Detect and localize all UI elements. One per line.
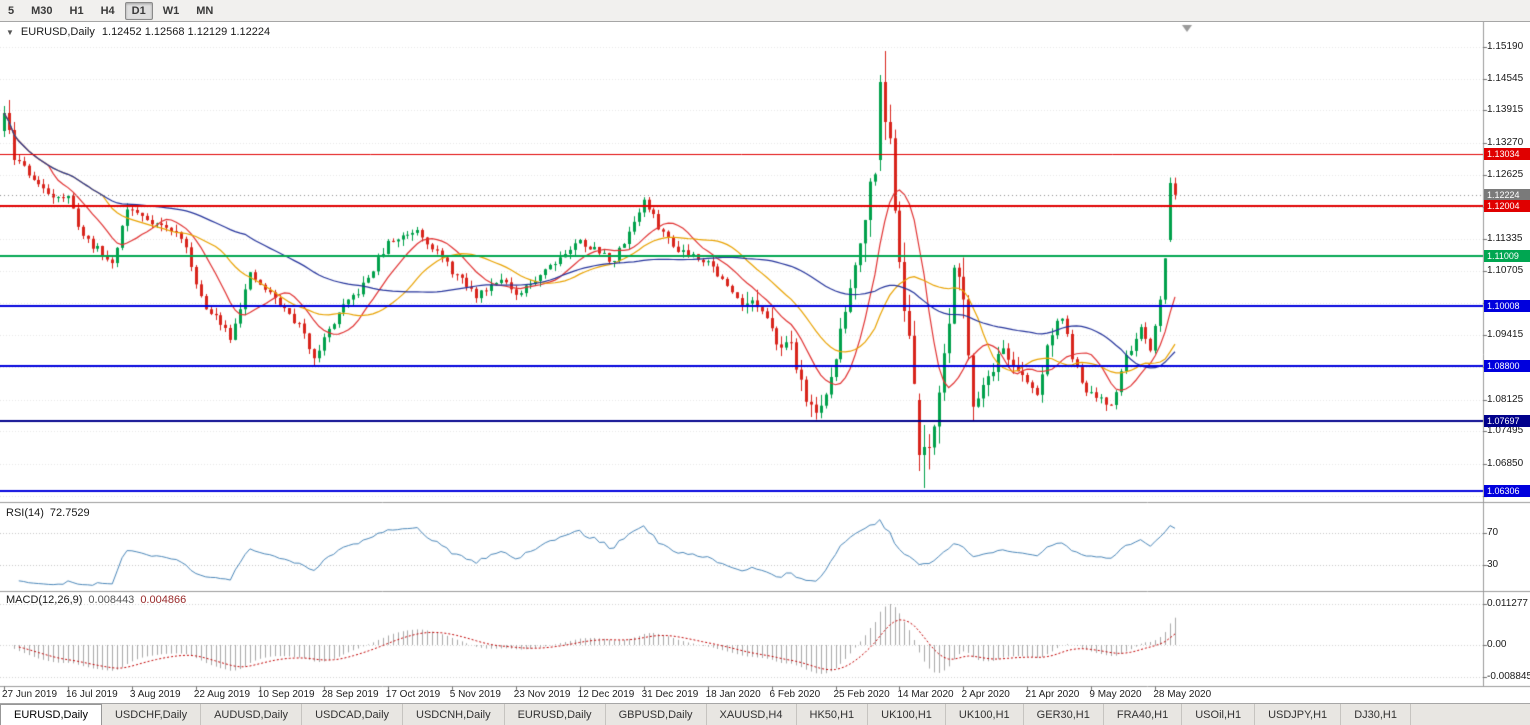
price-line-tag: 1.08800 [1484,360,1530,372]
rsi-indicator-label: RSI(14) 72.7529 [6,507,90,519]
time-axis-label: 22 Aug 2019 [193,689,251,700]
macd-axis-label: 0.00 [1487,639,1507,650]
price-line-tag: 1.07697 [1484,415,1530,428]
chart-tab-fra40-h1[interactable]: FRA40,H1 [1103,704,1183,725]
timeframe-button-d1[interactable]: D1 [124,1,153,20]
time-axis-label: 25 Feb 2020 [833,689,890,700]
price-axis-label: 1.12625 [1487,168,1524,180]
time-axis-label: 28 May 2020 [1153,689,1212,700]
chart-ohlc-values: 1.12452 1.12568 1.12129 1.12224 [101,26,271,38]
chart-canvas[interactable] [0,22,1530,703]
timeframe-button-5[interactable]: 5 [8,4,15,17]
time-axis-label: 23 Nov 2019 [513,689,571,700]
chart-window: ▼ EURUSD,Daily 1.12452 1.12568 1.12129 1… [0,22,1530,703]
time-axis-label: 3 Aug 2019 [129,689,181,700]
price-line-tag: 1.13034 [1484,148,1530,161]
price-line-tag: 1.12004 [1484,199,1530,212]
chart-menu-icon[interactable]: ▼ [6,27,14,37]
time-axis-label: 2 Apr 2020 [961,689,1010,700]
price-axis-label: 1.15190 [1487,40,1524,52]
macd-main-value: 0.008443 [88,594,135,606]
price-line-tag: 1.06306 [1484,484,1530,497]
time-axis-label: 21 Apr 2020 [1025,689,1080,700]
price-line-tag: 1.10008 [1484,299,1530,312]
chart-tab-audusd-daily[interactable]: AUDUSD,Daily [201,704,303,725]
price-axis-label: 1.10705 [1487,264,1524,276]
rsi-axis-label: 70 [1487,527,1499,538]
price-axis-label: 1.08125 [1487,393,1524,405]
macd-axis-label: 0.011277 [1487,597,1528,609]
price-axis-label: 1.13270 [1487,136,1524,148]
time-axis-label: 16 Jul 2019 [65,689,118,700]
price-line-tag: 1.12224 [1484,188,1530,201]
price-axis-label: 1.11335 [1487,233,1523,245]
time-axis-label: 31 Dec 2019 [641,689,699,700]
chart-tab-bar: EURUSD,Daily USDCHF,Daily AUDUSD,Daily USDC… [0,703,1530,725]
price-axis-label: 1.07495 [1487,425,1524,437]
time-axis-label: 6 Feb 2020 [769,689,821,700]
time-axis-label: 14 Mar 2020 [897,689,954,700]
chart-tab-ger30-h1[interactable]: GER30,H1 [1023,704,1104,725]
price-axis-label: 1.13915 [1487,104,1524,116]
chart-tab-gbpusd-daily[interactable]: GBPUSD,Daily [605,704,707,725]
time-axis-label: 10 Sep 2019 [257,689,315,700]
chart-tab-usoil-h1[interactable]: USOil,H1 [1182,704,1256,725]
time-axis-label: 12 Dec 2019 [577,689,635,700]
time-axis-label: 18 Jan 2020 [705,689,761,700]
chart-tab-usdcad-daily[interactable]: USDCAD,Daily [302,704,404,725]
timeframe-button-m30[interactable]: M30 [31,4,53,17]
chart-tab-hk50-h1[interactable]: HK50,H1 [796,704,869,725]
chart-title: ▼ EURUSD,Daily 1.12452 1.12568 1.12129 1… [6,26,270,38]
timeframe-toolbar: 5 M30 H1 H4 D1 W1 MN [0,0,1530,22]
rsi-title: RSI(14) [6,507,44,519]
chart-tab-usdchf-daily[interactable]: USDCHF,Daily [101,704,202,725]
price-axis-label: 1.06850 [1487,457,1524,469]
macd-axis-label: -0.008845 [1487,671,1530,683]
chart-tab-uk100-h1[interactable]: UK100,H1 [945,704,1024,725]
timeframe-button-h4[interactable]: H4 [100,4,115,17]
chart-tab-xauusd-h4[interactable]: XAUUSD,H4 [706,704,797,725]
macd-signal-value: 0.004866 [140,594,187,606]
chart-tab-eurusd-daily[interactable]: EURUSD,Daily [504,704,606,725]
time-axis-label: 9 May 2020 [1089,689,1142,700]
timeframe-button-mn[interactable]: MN [196,4,214,17]
time-axis-label: 5 Nov 2019 [449,689,501,700]
time-axis-label: 17 Oct 2019 [385,689,441,700]
price-axis-label: 1.14545 [1487,72,1524,84]
chart-tab-usdcnh-daily[interactable]: USDCNH,Daily [403,704,505,725]
timeframe-button-h1[interactable]: H1 [69,4,84,17]
rsi-value: 72.7529 [49,507,90,519]
time-axis-label: 28 Sep 2019 [321,689,379,700]
price-line-tag: 1.11009 [1484,249,1530,262]
macd-indicator-label: MACD(12,26,9) 0.008443 0.004866 [6,594,186,606]
chart-tab-dj30-h1[interactable]: DJ30,H1 [1341,704,1411,725]
rsi-axis-label: 30 [1487,559,1499,570]
chart-tab-uk100-h1[interactable]: UK100,H1 [868,704,946,725]
chart-tab-eurusd-daily[interactable]: EURUSD,Daily [0,704,102,725]
chart-symbol-label: EURUSD,Daily [20,26,95,38]
timeframe-button-w1[interactable]: W1 [162,4,180,17]
time-axis-label: 27 Jun 2019 [2,689,58,700]
macd-title: MACD(12,26,9) [6,594,83,606]
price-axis-label: 1.09415 [1487,329,1524,341]
chart-tab-usdjpy-h1[interactable]: USDJPY,H1 [1255,704,1342,725]
